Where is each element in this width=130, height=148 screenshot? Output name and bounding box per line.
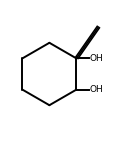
Text: OH: OH <box>89 54 103 63</box>
Text: OH: OH <box>89 85 103 94</box>
